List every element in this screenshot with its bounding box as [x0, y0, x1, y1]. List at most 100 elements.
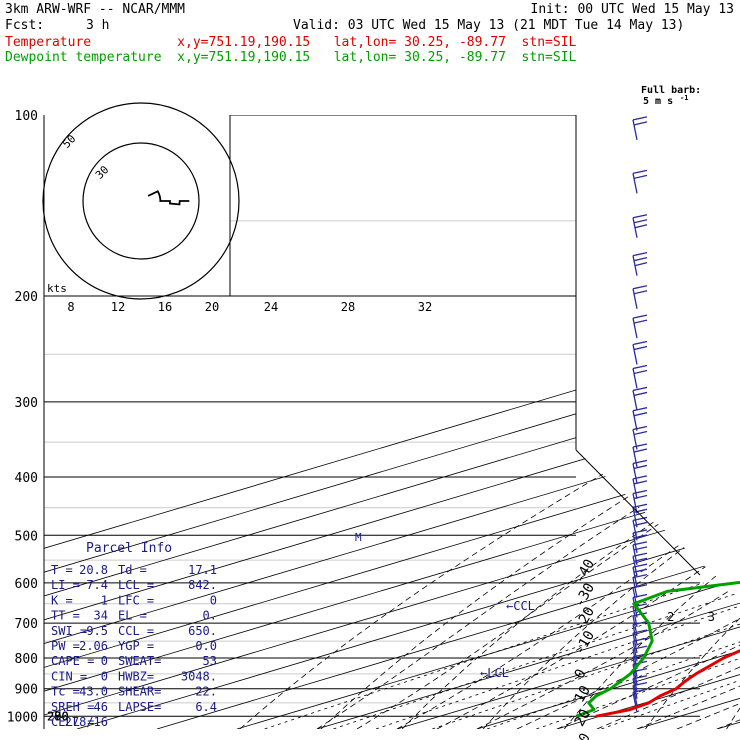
dewpoint-line	[576, 580, 740, 718]
frame-diagonal	[575, 449, 701, 576]
pressure-tick-200: 200	[15, 290, 38, 305]
parcel-cell: K =	[51, 593, 73, 607]
hodograph-ring-inner	[82, 142, 200, 260]
isotherm	[476, 115, 740, 729]
isotherm	[316, 115, 740, 729]
moist-adiabat	[396, 308, 740, 729]
pressure-tick-700: 700	[15, 617, 38, 632]
mixing-ratio-line	[264, 582, 704, 729]
parcel-cell: LCL =	[118, 578, 154, 592]
mixing-ratio-label-2: 2	[667, 610, 674, 624]
parcel-cell: T =	[51, 563, 73, 577]
isotherm	[76, 115, 740, 729]
parcel-cell: 842.	[188, 578, 217, 592]
moist-adiabat	[356, 308, 740, 729]
isotherm	[236, 115, 740, 729]
dry-adiabat	[482, 115, 740, 729]
wind-scale-label-32: 32	[418, 300, 432, 314]
dry-adiabat	[645, 115, 740, 729]
parcel-cell: 46	[94, 700, 108, 714]
wind-barb	[632, 386, 648, 411]
isotherm	[44, 115, 740, 729]
parcel-info-title: Parcel Info	[86, 541, 172, 556]
wind-barb	[632, 459, 648, 484]
dry-adiabat	[239, 115, 740, 729]
isotherm	[44, 115, 740, 729]
wind-barb	[632, 169, 648, 194]
wind-barbs	[632, 116, 648, 713]
dry-adiabat	[320, 115, 740, 729]
pressure-tick-400: 400	[15, 471, 38, 486]
parcel-cell: 20.8	[79, 563, 108, 577]
parcel-cell: HWBZ=	[118, 669, 154, 683]
parcel-info-table: T = 20.8 Td = 17.1 LI = 7.4 LCL = 842. K = 1 LFC =…	[51, 563, 217, 729]
mixing-ratio-label-3: 3	[708, 610, 715, 624]
barb-legend-line2: 5 m s	[643, 96, 673, 107]
pressure-tick-900: 900	[15, 683, 38, 698]
isotherm	[44, 115, 740, 729]
dewpoint-legend: Dewpoint temperature x,y=751.19,190.15 l…	[5, 50, 577, 65]
wind-barb	[632, 620, 648, 645]
temp-tick-20: 20	[572, 707, 594, 730]
moist-adiabat	[316, 308, 740, 729]
hodograph-units: kts	[47, 282, 67, 295]
ccl-label: ←CCL	[506, 599, 535, 613]
parcel-cell: 650.	[188, 624, 217, 638]
parcel-cell: 22.	[195, 685, 217, 699]
isotherm	[156, 115, 740, 729]
wind-barb	[632, 675, 648, 699]
mixing-m-label: M	[355, 531, 362, 544]
parcel-cell: 53	[203, 654, 217, 668]
barb-legend-line1: Full barb:	[641, 85, 701, 96]
pressure-tick-800: 800	[15, 652, 38, 667]
parcel-cell: SWEAT=	[118, 654, 161, 668]
parcel-cell: LI =	[51, 578, 80, 592]
pressure-tick-500: 500	[15, 529, 38, 544]
parcel-cell: 17.1	[188, 563, 217, 577]
moist-adiabat	[516, 308, 740, 729]
pressure-tick-1000: 1000	[7, 710, 38, 725]
moist-adiabat	[716, 308, 740, 729]
wind-barb	[632, 214, 648, 238]
parcel-cell: YGP =	[118, 639, 154, 653]
wind-barb	[632, 340, 648, 365]
wind-barb	[632, 637, 648, 662]
wind-barb	[632, 285, 648, 309]
isotherm	[396, 115, 740, 729]
wind-scale-label-16: 16	[158, 300, 172, 314]
mixing-ratio-line	[601, 582, 740, 729]
wind-barb	[632, 503, 648, 528]
parcel-cell: Tc =	[51, 685, 80, 699]
moist-adiabat	[476, 308, 740, 729]
parcel-cell: LAPSE=	[118, 700, 161, 714]
isotherm	[716, 115, 740, 729]
wind-scale-label-12: 12	[111, 300, 125, 314]
lcl-label: ←LCL	[480, 666, 509, 680]
parcel-cell: CAPE =	[51, 654, 94, 668]
parcel-cell: SWI =	[51, 624, 87, 638]
temperature-line	[595, 649, 740, 718]
parcel-cell: 3048.	[181, 669, 217, 683]
hodograph	[42, 102, 240, 300]
forecast-label: Fcst:	[5, 18, 45, 33]
wind-barb	[632, 688, 648, 713]
hodograph-ring-outer	[42, 102, 240, 300]
temp-tick--10: -10	[572, 628, 599, 658]
parcel-cell: CIN =	[51, 669, 87, 683]
parcel-cell: PW =	[51, 639, 80, 653]
parcel-cell: 0	[210, 593, 217, 607]
moist-adiabat	[436, 308, 740, 729]
parcel-cell: 6.4	[195, 700, 217, 714]
pressure-tick-300: 300	[15, 396, 38, 411]
parcel-cell: 2.06	[79, 639, 108, 653]
pressure-tick-600: 600	[15, 577, 38, 592]
parcel-cell: 34	[94, 609, 108, 623]
wind-barb	[632, 541, 648, 565]
parcel-cell: 1	[101, 593, 108, 607]
mixing-ratio-line	[375, 582, 740, 729]
pressure-tick-100: 100	[15, 109, 38, 124]
parcel-cell: SREH =	[51, 700, 94, 714]
parcel-cell: 0.	[203, 609, 217, 623]
forecast-hour: 3 h	[86, 18, 110, 33]
